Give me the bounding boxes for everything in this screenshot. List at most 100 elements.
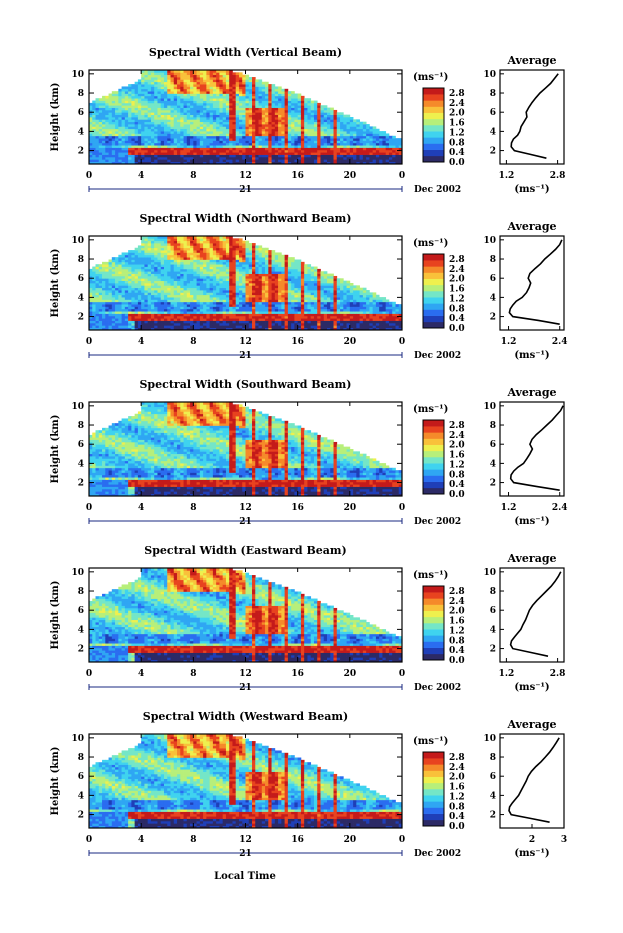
- heatmap-cells: [89, 734, 402, 828]
- panel-title: Spectral Width (Eastward Beam): [144, 544, 346, 557]
- profile-title: Average: [506, 718, 556, 731]
- colorbar-swatch: [423, 310, 444, 316]
- profile-title: Average: [506, 220, 556, 233]
- x-tick-label: 0: [86, 337, 92, 347]
- x-tick-label: 12: [239, 835, 252, 845]
- colorbar-tick-label: 0.0: [449, 324, 465, 334]
- profile-y-tick-label: 2: [490, 811, 496, 821]
- profile-line: [509, 738, 559, 822]
- x-tick-label: 16: [291, 337, 304, 347]
- colorbar-tick-label: 2.4: [449, 99, 465, 109]
- y-tick-label: 4: [78, 791, 84, 801]
- y-tick-label: 4: [78, 625, 84, 635]
- panel-title: Spectral Width (Westward Beam): [143, 710, 348, 723]
- profile-title: Average: [506, 552, 556, 565]
- profile-line: [509, 240, 562, 324]
- y-axis-label: Height (km): [50, 415, 61, 484]
- profile-y-tick-label: 6: [490, 440, 496, 450]
- colorbar-swatch: [423, 814, 444, 820]
- colorbar-swatch: [423, 605, 444, 611]
- y-tick-label: 6: [78, 274, 84, 284]
- profile-y-tick-label: 6: [490, 274, 496, 284]
- panel-title: Spectral Width (Southward Beam): [139, 378, 351, 391]
- y-tick-label: 6: [78, 108, 84, 118]
- x-tick-label: 8: [190, 835, 196, 845]
- y-tick-label: 10: [71, 734, 84, 744]
- colorbar-swatch: [423, 131, 444, 137]
- y-tick-label: 2: [78, 811, 84, 821]
- colorbar-tick-label: 0.8: [449, 802, 465, 812]
- profile-y-tick-label: 4: [490, 293, 496, 303]
- colorbar-swatch: [423, 94, 444, 100]
- panel-title: Spectral Width (Vertical Beam): [149, 46, 342, 59]
- profile-y-tick-label: 4: [490, 625, 496, 635]
- profile-x-label: (ms⁻¹): [514, 682, 549, 693]
- colorbar-swatch: [423, 316, 444, 322]
- colorbar-swatch: [423, 254, 444, 260]
- x-tick-label: 20: [344, 171, 357, 181]
- profile-x-tick-label: 2.4: [552, 337, 568, 347]
- y-tick-label: 10: [71, 568, 84, 578]
- x-tick-label: 12: [239, 503, 252, 513]
- colorbar-swatch: [423, 635, 444, 641]
- profile-x-label: (ms⁻¹): [514, 848, 549, 859]
- y-tick-label: 6: [78, 606, 84, 616]
- colorbar-tick-label: 0.0: [449, 490, 465, 500]
- colorbar-swatch: [423, 648, 444, 654]
- colorbar-tick-label: 2.0: [449, 109, 465, 119]
- colorbar-tick-label: 0.8: [449, 304, 465, 314]
- day-label: 21: [239, 849, 252, 859]
- colorbar-tick-label: 2.8: [449, 89, 465, 99]
- colorbar-swatch: [423, 156, 444, 162]
- colorbar-swatch: [423, 266, 444, 272]
- colorbar-swatch: [423, 260, 444, 266]
- colorbar-swatch: [423, 808, 444, 814]
- profile-y-tick-label: 8: [490, 587, 496, 597]
- date-label: Dec 2002: [414, 683, 461, 693]
- colorbar-swatch: [423, 598, 444, 604]
- heatmap-cells: [89, 70, 402, 164]
- profile-y-tick-label: 6: [490, 606, 496, 616]
- colorbar-swatch: [423, 113, 444, 119]
- colorbar-tick-label: 1.2: [449, 294, 465, 304]
- x-tick-label: 8: [190, 337, 196, 347]
- colorbar-tick-label: 2.8: [449, 255, 465, 265]
- colorbar-tick-label: 2.0: [449, 773, 465, 783]
- y-tick-label: 8: [78, 587, 84, 597]
- x-tick-label: 0: [399, 669, 405, 679]
- x-tick-label: 20: [344, 669, 357, 679]
- profile-y-tick-label: 2: [490, 479, 496, 489]
- profile-x-tick-label: 2.8: [550, 171, 566, 181]
- day-label: 21: [239, 351, 252, 361]
- y-tick-label: 8: [78, 89, 84, 99]
- profile-y-tick-label: 4: [490, 459, 496, 469]
- x-tick-label: 8: [190, 171, 196, 181]
- profile-x-tick-label: 1.2: [499, 171, 515, 181]
- colorbar-tick-label: 2.8: [449, 753, 465, 763]
- x-tick-label: 16: [291, 835, 304, 845]
- colorbar-tick-label: 0.8: [449, 470, 465, 480]
- date-label: Dec 2002: [414, 517, 461, 527]
- x-tick-label: 0: [86, 171, 92, 181]
- x-tick-label: 20: [344, 835, 357, 845]
- profile-x-label: (ms⁻¹): [514, 516, 549, 527]
- colorbar-swatch: [423, 777, 444, 783]
- colorbar-tick-label: 1.6: [449, 451, 465, 461]
- x-tick-label: 16: [291, 503, 304, 513]
- colorbar-tick-label: 0.0: [449, 158, 465, 168]
- profile-x-tick-label: 1.2: [499, 669, 515, 679]
- x-tick-label: 0: [399, 337, 405, 347]
- date-label: Dec 2002: [414, 351, 461, 361]
- profile-title: Average: [506, 54, 556, 67]
- colorbar-unit: (ms⁻¹): [413, 404, 448, 415]
- profile-line: [511, 74, 558, 158]
- y-tick-label: 2: [78, 645, 84, 655]
- colorbar-swatch: [423, 303, 444, 309]
- colorbar-swatch: [423, 482, 444, 488]
- panel-westward: Spectral Width (Westward Beam)246810Heig…: [50, 710, 567, 859]
- colorbar-tick-label: 2.0: [449, 441, 465, 451]
